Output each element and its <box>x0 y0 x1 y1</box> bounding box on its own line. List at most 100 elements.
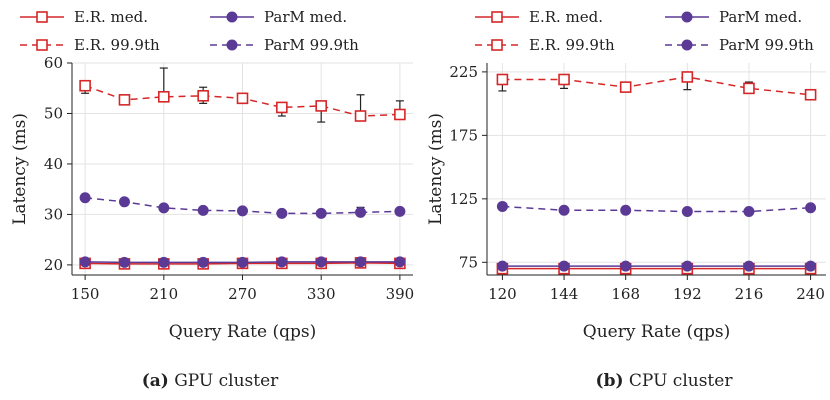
caption-label: (b) <box>596 371 624 391</box>
legend-marker <box>36 11 48 23</box>
legend-label: E.R. 99.9th <box>529 36 615 54</box>
x-tick-label: 270 <box>228 285 257 303</box>
chart-panel-1: 120 144 168 192 216 240 75 125 175 225 Query Rate … <box>426 8 826 391</box>
series-parm-med- <box>79 256 406 268</box>
data-point <box>79 79 91 92</box>
series-e-r-99-9th <box>79 67 406 123</box>
x-tick-label: 390 <box>386 285 415 303</box>
data-point <box>619 81 632 93</box>
figure-caption: (a) GPU cluster <box>142 371 279 391</box>
legend-marker <box>491 39 503 51</box>
data-point <box>354 110 367 122</box>
data-point <box>558 260 570 272</box>
legend: E.R. med. ParM med. E.R. 99.9th ParM 99.9th <box>20 8 359 54</box>
data-point <box>315 100 327 112</box>
y-tick-label: 20 <box>44 256 63 274</box>
data-point <box>197 204 209 216</box>
legend-marker <box>36 39 48 51</box>
data-point <box>558 204 570 216</box>
data-point <box>158 202 170 214</box>
series-line <box>502 76 811 96</box>
data-point <box>743 82 755 95</box>
data-point <box>805 260 817 272</box>
data-point <box>681 260 693 272</box>
legend-label: E.R. med. <box>529 8 603 26</box>
legend-label: ParM med. <box>264 8 347 26</box>
data-point <box>315 207 327 219</box>
data-point <box>237 256 248 268</box>
data-point <box>197 90 209 102</box>
data-point <box>355 256 367 268</box>
x-tick-label: 216 <box>735 285 764 303</box>
data-point <box>79 256 91 268</box>
legend-label: E.R. med. <box>74 8 148 26</box>
x-tick-label: 120 <box>488 285 517 303</box>
data-point <box>805 202 817 214</box>
data-point <box>276 256 288 268</box>
data-point <box>118 94 131 106</box>
x-axis-label: Query Rate (qps) <box>583 322 730 342</box>
data-point <box>620 260 632 272</box>
data-point <box>118 256 130 268</box>
legend-marker <box>681 11 693 23</box>
y-tick-label: 75 <box>459 253 478 271</box>
legend-label: ParM med. <box>719 8 802 26</box>
legend: E.R. med. ParM med. E.R. 99.9th ParM 99.9th <box>475 8 814 54</box>
data-point <box>237 205 248 217</box>
series-e-r-99-9th <box>496 71 817 101</box>
data-point <box>394 256 406 268</box>
data-point <box>804 88 817 101</box>
y-axis-label: Latency (ms) <box>10 113 30 225</box>
chart-panel-0: 150 210 270 330 390 20 30 40 50 60 Query Rate (qps… <box>10 8 414 391</box>
data-point <box>79 192 91 204</box>
y-tick-label: 40 <box>44 155 63 173</box>
caption-text: CPU cluster <box>629 371 733 391</box>
y-tick-label: 125 <box>449 190 478 208</box>
legend-label: E.R. 99.9th <box>74 36 160 54</box>
data-point <box>681 206 693 218</box>
data-point <box>394 108 406 121</box>
y-tick-label: 60 <box>44 54 63 72</box>
data-point <box>496 73 509 86</box>
legend-marker <box>226 39 238 51</box>
x-axis-label: Query Rate (qps) <box>169 322 316 342</box>
data-point <box>276 207 288 219</box>
y-tick-label: 225 <box>449 63 478 81</box>
legend-marker <box>491 11 503 23</box>
data-point <box>197 256 209 268</box>
data-point <box>743 260 755 272</box>
data-point <box>681 71 694 83</box>
series-line <box>502 205 811 213</box>
legend-marker <box>226 11 238 23</box>
data-point <box>236 92 249 105</box>
series-e-r-med- <box>496 262 817 275</box>
grid <box>487 63 826 275</box>
data-point <box>158 91 170 103</box>
legend-marker <box>681 39 693 51</box>
series-parm-99-9th <box>79 192 406 219</box>
y-axis-label: Latency (ms) <box>426 113 446 225</box>
x-tick-label: 144 <box>550 285 579 303</box>
legend-label: ParM 99.9th <box>719 36 814 54</box>
data-point <box>276 101 288 114</box>
caption-text: GPU cluster <box>174 371 279 391</box>
series-parm-med- <box>496 260 817 272</box>
x-tick-label: 210 <box>149 285 178 303</box>
data-point <box>158 256 170 268</box>
legend-label: ParM 99.9th <box>264 36 359 54</box>
x-tick-label: 150 <box>71 285 100 303</box>
series-parm-99-9th <box>496 200 817 218</box>
y-tick-label: 30 <box>44 205 63 223</box>
data-point <box>496 200 508 212</box>
data-point <box>118 196 130 208</box>
data-point <box>355 206 367 218</box>
x-tick-label: 192 <box>673 285 702 303</box>
figure-caption: (b) CPU cluster <box>596 371 734 391</box>
data-point <box>620 204 632 216</box>
y-tick-label: 175 <box>449 126 478 144</box>
x-tick-label: 240 <box>796 285 825 303</box>
data-point <box>394 205 406 217</box>
x-tick-label: 168 <box>611 285 640 303</box>
data-point <box>496 260 508 272</box>
